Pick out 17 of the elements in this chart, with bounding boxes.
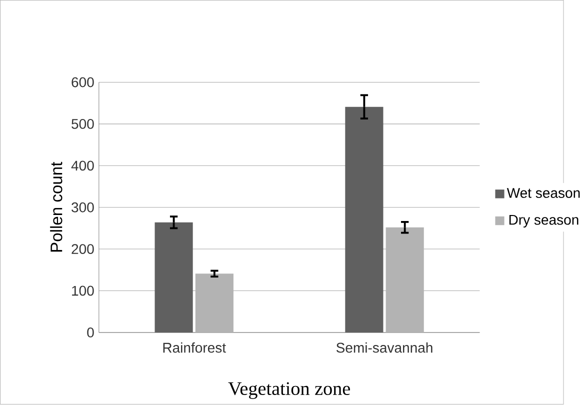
bar (195, 274, 234, 333)
bar (345, 107, 384, 333)
y-tick-label: 300 (72, 202, 94, 213)
y-tick-label: 0 (87, 328, 94, 338)
bar (154, 222, 193, 333)
y-tick-label: 200 (72, 244, 94, 254)
bar (386, 228, 424, 333)
y-axis-title: Pollen count (50, 162, 62, 252)
x-tick-label: Semi-savannah (336, 342, 432, 353)
legend-label: Wet season (506, 188, 580, 198)
y-tick-label: 100 (72, 286, 94, 296)
x-tick-label: Rainforest (163, 342, 226, 353)
y-tick-label: 600 (72, 78, 94, 88)
y-tick-label: 400 (71, 160, 94, 171)
legend-label: Dry season (509, 215, 578, 228)
x-axis-title: Vegetation zone (228, 382, 350, 400)
y-tick-label: 500 (72, 119, 94, 130)
